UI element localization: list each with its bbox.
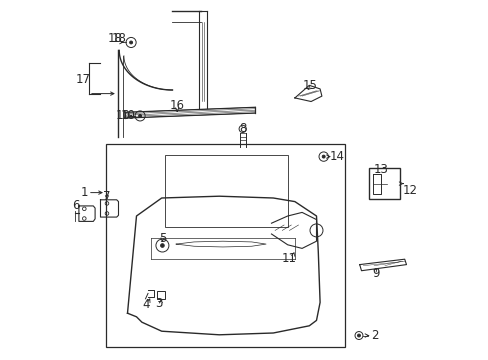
Circle shape — [322, 155, 325, 158]
Text: 10: 10 — [121, 109, 136, 122]
Text: 14: 14 — [329, 150, 344, 163]
Text: 10: 10 — [116, 109, 130, 122]
Text: 9: 9 — [372, 267, 379, 280]
Text: 6: 6 — [72, 199, 80, 212]
Bar — [106, 144, 345, 347]
Text: 7: 7 — [103, 190, 110, 203]
Text: 13: 13 — [373, 163, 388, 176]
Text: 18: 18 — [107, 32, 122, 45]
Text: 1: 1 — [81, 186, 88, 199]
Circle shape — [357, 334, 360, 337]
Bar — [368, 168, 400, 199]
Text: 3: 3 — [155, 297, 162, 310]
Text: 12: 12 — [402, 184, 417, 197]
Text: 15: 15 — [302, 79, 317, 92]
Text: 2: 2 — [370, 329, 378, 342]
Text: 18: 18 — [112, 32, 126, 45]
Text: 8: 8 — [239, 122, 246, 135]
Circle shape — [139, 114, 141, 117]
Text: 4: 4 — [142, 298, 150, 311]
Text: 5: 5 — [159, 232, 166, 245]
Text: 16: 16 — [169, 99, 184, 112]
Circle shape — [160, 244, 164, 247]
Circle shape — [129, 41, 132, 44]
Text: 11: 11 — [281, 252, 296, 265]
Bar — [157, 291, 164, 299]
Text: 17: 17 — [76, 73, 91, 86]
Bar — [165, 155, 287, 227]
